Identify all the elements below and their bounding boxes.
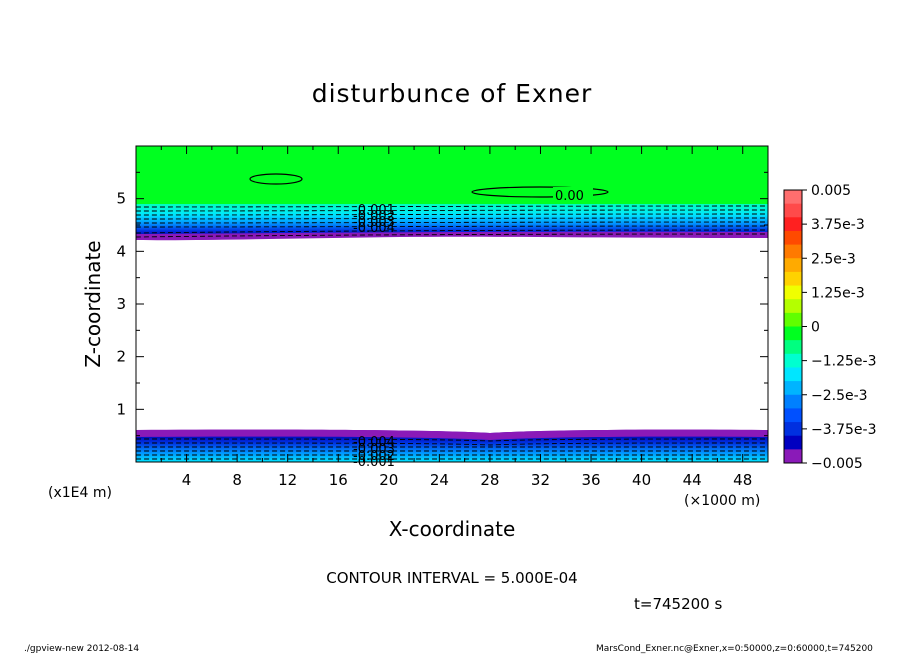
colorbar-label: −3.75e-3 [811,422,876,438]
lower-purple-edge [136,429,768,440]
colorbar-swatch [784,203,802,218]
contour-line-dashed [136,225,768,228]
footer-left: ./gpview-new 2012-08-14 [24,644,139,654]
y-axis-label: Z-coordinate [81,240,105,367]
lower-negative-band [136,429,768,462]
colorbar-label: −0.005 [811,456,863,472]
colorbar-swatch [784,271,802,287]
x-tick-label: 40 [632,471,651,489]
contour-line-dashed [136,229,768,234]
colorbar-swatch [784,408,802,423]
contour-label-bg [553,187,593,201]
colorbar-swatch [784,244,802,259]
contour-line-dashed [136,213,768,216]
colorbar-swatch [784,449,802,464]
contour-line-dashed [136,442,768,446]
x-axis-label: X-coordinate [389,517,516,541]
x-tick-label: 24 [430,471,449,489]
x-tick-label: 48 [733,471,752,489]
colorbar-swatch [784,312,802,327]
colorbar: 0.005 3.75e-3 2.5e-3 1.25e-3 0 −1.25e-3 −2.5e-… [783,183,876,472]
contour-line-dashed [136,233,768,238]
contour-label-bottom-3: -0.003 [353,442,395,457]
contour-line-dashed [136,205,768,208]
positive-zone [136,146,768,204]
colorbar-label: 0 [811,320,820,336]
colorbar-label: 0.005 [811,183,851,199]
colorbar-swatch [784,422,802,437]
colorbar-swatch [784,230,802,246]
y-tick-label: 4 [116,242,126,260]
y-tick-label: 2 [116,348,126,366]
colorbar-swatch [784,367,802,382]
colorbar-label: 3.75e-3 [811,217,865,233]
x-axis-unit: (×1000 m) [684,493,760,509]
contour-loop-left [249,173,303,185]
colorbar-swatch [784,258,802,273]
colorbar-swatch [784,285,802,300]
chart-title: disturbunce of Exner [312,79,593,108]
x-tick-label: 4 [182,471,192,489]
colorbar-label: 2.5e-3 [811,251,856,267]
contour-label-top-3: -0.003 [353,215,395,230]
y-tick-label: 1 [116,400,126,418]
y-tick-label: 5 [116,190,126,208]
contour-label-bottom-4: -0.004 [353,435,395,450]
colorbar-label: 1.25e-3 [811,285,865,301]
x-tick-label: 20 [379,471,398,489]
y-axis: 1 2 3 4 5 [116,171,768,437]
x-tick-label: 32 [531,471,550,489]
contour-line-dashed [136,209,768,212]
colorbar-swatch [784,353,802,368]
contour-lines [136,205,768,460]
contour-label-top-2: -0.002 [353,209,395,224]
contour-line-dashed [136,217,768,220]
x-tick-label: 8 [232,471,242,489]
colorbar-swatch [784,190,802,205]
colorbar-swatch [784,435,802,450]
contour-label-top-4: -0.004 [353,221,395,236]
x-tick-label: 28 [480,471,499,489]
time-stamp: t=745200 s [634,595,722,613]
y-axis-unit: (x1E4 m) [48,485,112,501]
colorbar-swatch [784,340,802,355]
contour-loop-right [471,186,609,198]
footer-right: MarsCond_Exner.nc@Exner,x=0:50000,z=0:60… [596,644,873,654]
x-tick-label: 44 [683,471,702,489]
colorbar-swatch [784,326,802,341]
colorbar-swatch [784,299,802,314]
x-tick-label: 12 [278,471,297,489]
plot-area [136,146,768,462]
contour-label-top-1: -0.001 [353,203,395,218]
contour-line-dashed [136,438,768,442]
contour-label-zero: 0.00 [555,189,584,204]
colorbar-swatch [784,381,802,396]
x-axis: 4 8 12 16 20 24 28 32 36 40 44 48 [160,146,769,489]
colorbar-label: −1.25e-3 [811,354,876,370]
x-tick-label: 16 [329,471,348,489]
x-tick-label: 36 [581,471,600,489]
colorbar-label: −2.5e-3 [811,388,868,404]
colorbar-swatch [784,217,802,232]
contour-line-dashed [136,221,768,224]
y-tick-label: 3 [116,295,126,313]
contour-interval-note: CONTOUR INTERVAL = 5.000E-04 [326,569,577,587]
colorbar-swatch [784,394,802,409]
